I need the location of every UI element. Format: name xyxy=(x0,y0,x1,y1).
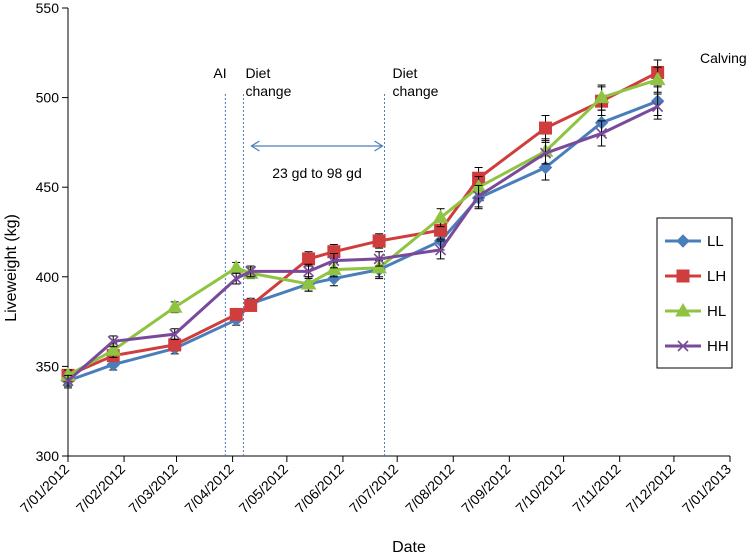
data-point xyxy=(372,234,386,248)
series-hh xyxy=(62,93,664,387)
legend-box xyxy=(656,217,733,369)
legend-swatch-marker xyxy=(676,234,690,248)
data-point xyxy=(649,71,666,86)
y-tick-label: 350 xyxy=(36,358,60,374)
data-point xyxy=(105,342,122,356)
data-point xyxy=(169,328,181,340)
legend-swatch-marker xyxy=(677,340,689,352)
y-tick-label: 550 xyxy=(36,0,60,16)
y-tick-label: 450 xyxy=(36,179,60,195)
data-point xyxy=(245,265,257,277)
data-point xyxy=(538,160,553,175)
series-layer xyxy=(60,59,666,389)
data-point xyxy=(473,190,485,202)
x-tick-label: 7/07/2012 xyxy=(346,461,402,517)
data-point xyxy=(596,127,608,140)
data-point xyxy=(373,253,385,265)
x-tick-label: 7/08/2012 xyxy=(402,461,458,517)
data-point xyxy=(539,121,553,135)
legend-label: HH xyxy=(707,338,729,355)
calving-label: Calving xyxy=(700,50,747,66)
x-tick-label: 7/01/2013 xyxy=(679,461,735,517)
data-point xyxy=(244,298,258,312)
event-line-label: Diet change xyxy=(245,65,291,99)
y-tick-label: 400 xyxy=(36,269,60,285)
period-arrow-label: 23 gd to 98 gd xyxy=(272,165,362,181)
y-axis-title: Liveweight (kg) xyxy=(3,214,20,322)
series-line xyxy=(67,71,659,377)
x-tick-label: 7/03/2012 xyxy=(125,461,181,517)
data-point xyxy=(593,89,610,104)
data-point xyxy=(371,259,387,274)
event-line-label: AI xyxy=(213,65,226,81)
event-line-label: Diet change xyxy=(393,65,439,99)
legend-swatch-marker xyxy=(675,303,691,317)
x-tick-label: 7/06/2012 xyxy=(292,461,348,517)
y-tick-label: 500 xyxy=(36,90,60,106)
x-tick-label: 7/09/2012 xyxy=(458,461,514,517)
data-point xyxy=(302,252,316,266)
y-tick-label: 300 xyxy=(36,448,60,464)
legend-label: LL xyxy=(707,233,724,250)
series-lh xyxy=(61,59,665,382)
data-point xyxy=(300,275,317,290)
data-point xyxy=(168,338,182,352)
data-point xyxy=(107,335,119,347)
data-point xyxy=(62,375,74,387)
x-tick-label: 7/01/2012 xyxy=(17,461,73,517)
data-point xyxy=(539,147,552,159)
data-point xyxy=(435,244,447,256)
data-point xyxy=(228,259,245,274)
data-point xyxy=(652,100,664,113)
series-ll xyxy=(61,86,665,389)
series-line xyxy=(67,78,659,377)
legend-swatch-marker xyxy=(676,269,690,283)
x-tick-label: 7/10/2012 xyxy=(512,461,568,517)
data-point xyxy=(230,273,242,285)
legend-label: LH xyxy=(707,268,726,285)
data-point xyxy=(302,265,315,277)
legend: LL LH HL HH xyxy=(656,217,733,369)
data-point xyxy=(229,307,243,321)
data-point xyxy=(326,261,342,276)
x-tick-label: 7/05/2012 xyxy=(236,461,292,517)
x-axis-title: Date xyxy=(392,539,426,556)
data-point xyxy=(432,209,449,224)
x-tick-label: 7/11/2012 xyxy=(569,461,624,516)
annotations: AI Diet change Diet change 23 gd to 98 gd Calv… xyxy=(213,50,746,181)
series-line xyxy=(67,99,659,383)
legend-label: HL xyxy=(707,303,726,320)
x-tick-label: 7/02/2012 xyxy=(73,461,129,517)
period-arrow-head-left xyxy=(250,140,260,152)
period-arrow-head-right xyxy=(374,140,384,152)
x-tick-label: 7/04/2012 xyxy=(181,461,237,517)
data-point xyxy=(166,299,183,313)
data-point xyxy=(328,255,340,267)
x-tick-label: 7/12/2012 xyxy=(623,461,679,517)
